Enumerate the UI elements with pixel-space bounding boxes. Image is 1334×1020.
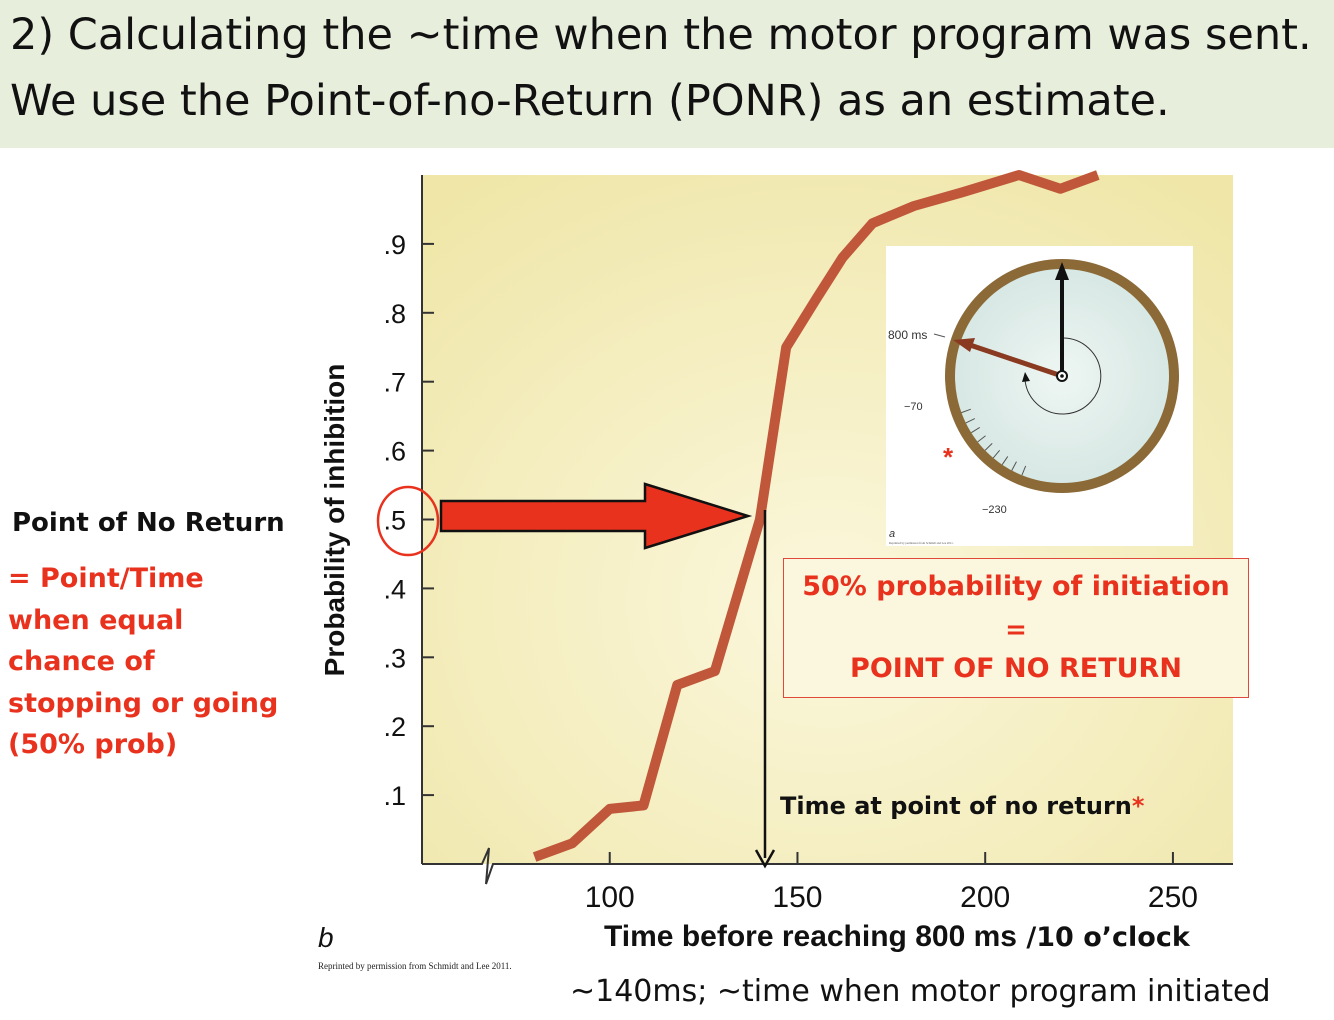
side-note-line: chance of <box>8 646 155 677</box>
x-tick-label: 250 <box>1148 881 1198 914</box>
clock-label-70: −70 <box>904 401 923 413</box>
slide-header: 2) Calculating the ~time when the motor … <box>0 0 1334 148</box>
clock-inset: 800 ms −70 −230 * a Reprinted by permiss… <box>886 246 1193 546</box>
x-axis-label-main: Time before reaching 800 ms <box>604 920 1017 953</box>
x-tick-label: 150 <box>772 881 822 914</box>
axis-ticks <box>422 242 1174 864</box>
callout-line-1: 50% probability of initiation <box>802 571 1230 602</box>
figure-credit: Reprinted by permission from Schmidt and… <box>318 961 512 971</box>
y-tick-label: .4 <box>383 574 406 604</box>
y-tick-label: .1 <box>383 781 406 811</box>
side-note-title: Point of No Return <box>12 508 285 538</box>
y-tick-label: .3 <box>383 643 406 673</box>
side-note-line: stopping or going <box>8 687 279 719</box>
clock-label-230: −230 <box>982 504 1007 516</box>
probability-curve <box>532 170 1100 862</box>
ponr-callout-box: 50% probability of initiation = POINT OF… <box>783 558 1249 698</box>
inset-panel-label: a <box>889 528 895 540</box>
clock-tick <box>961 408 972 414</box>
side-note-lines: = Point/Time when equal chance of stoppi… <box>8 558 278 766</box>
clock-tick <box>1011 461 1017 471</box>
callout-line-2: = <box>1005 615 1027 645</box>
clock-tick-marks <box>961 408 1027 476</box>
clock-tick <box>992 449 1001 459</box>
y-axis-label: Probability of inhibition <box>319 364 350 677</box>
callout-line-3: POINT OF NO RETURN <box>850 653 1182 684</box>
clock-tick <box>1021 465 1027 476</box>
panel-label-b: b <box>318 922 334 953</box>
y-tick-label: .9 <box>383 230 406 260</box>
clock-tick <box>1001 456 1009 465</box>
x-axis-label: Time before reaching 800 ms /10 o’clock <box>604 920 1190 954</box>
x-tick-labels: 100 150 200 250 <box>585 881 1198 914</box>
side-note-line: when equal <box>8 604 184 636</box>
x-axis-label-suffix: /10 o’clock <box>1016 922 1190 953</box>
clock-star-marker: * <box>943 442 954 472</box>
ponr-vertical-arrow <box>754 510 776 869</box>
ponr-circle-marker <box>376 485 440 557</box>
side-note-line: (50% prob) <box>8 729 178 760</box>
y-tick-label: .8 <box>383 299 406 329</box>
clock-tick <box>984 443 993 451</box>
inset-credit: Reprinted by permission from Schmidt and… <box>889 541 954 545</box>
y-tick-label: .7 <box>383 368 406 398</box>
ponr-star: * <box>1131 792 1145 820</box>
x-tick-label: 200 <box>960 881 1010 914</box>
header-line-1: 2) Calculating the ~time when the motor … <box>10 10 1312 60</box>
x-axis-line <box>422 847 1233 885</box>
y-tick-labels: .1 .2 .3 .4 .5 .6 .7 .8 .9 <box>383 230 406 811</box>
ponr-horizontal-arrow <box>439 482 753 550</box>
bottom-note: ~140ms; ~time when motor program initiat… <box>570 974 1271 1009</box>
side-note-line: = Point/Time <box>8 563 204 594</box>
header-line-2: We use the Point-of-no-Return (PONR) as … <box>10 76 1170 126</box>
y-tick-label: .5 <box>383 506 406 536</box>
clock-tick <box>977 435 986 443</box>
ponr-time-label: Time at point of no return* <box>780 792 1144 820</box>
clock-sweep-hand <box>969 342 1063 379</box>
clock-label-800: 800 ms <box>888 328 927 342</box>
clock-tick <box>970 426 981 434</box>
y-tick-label: .2 <box>383 712 406 742</box>
clock-tick <box>965 418 976 424</box>
ponr-time-text: Time at point of no return <box>780 792 1132 820</box>
x-tick-label: 100 <box>585 881 635 914</box>
y-tick-label: .6 <box>383 437 406 467</box>
